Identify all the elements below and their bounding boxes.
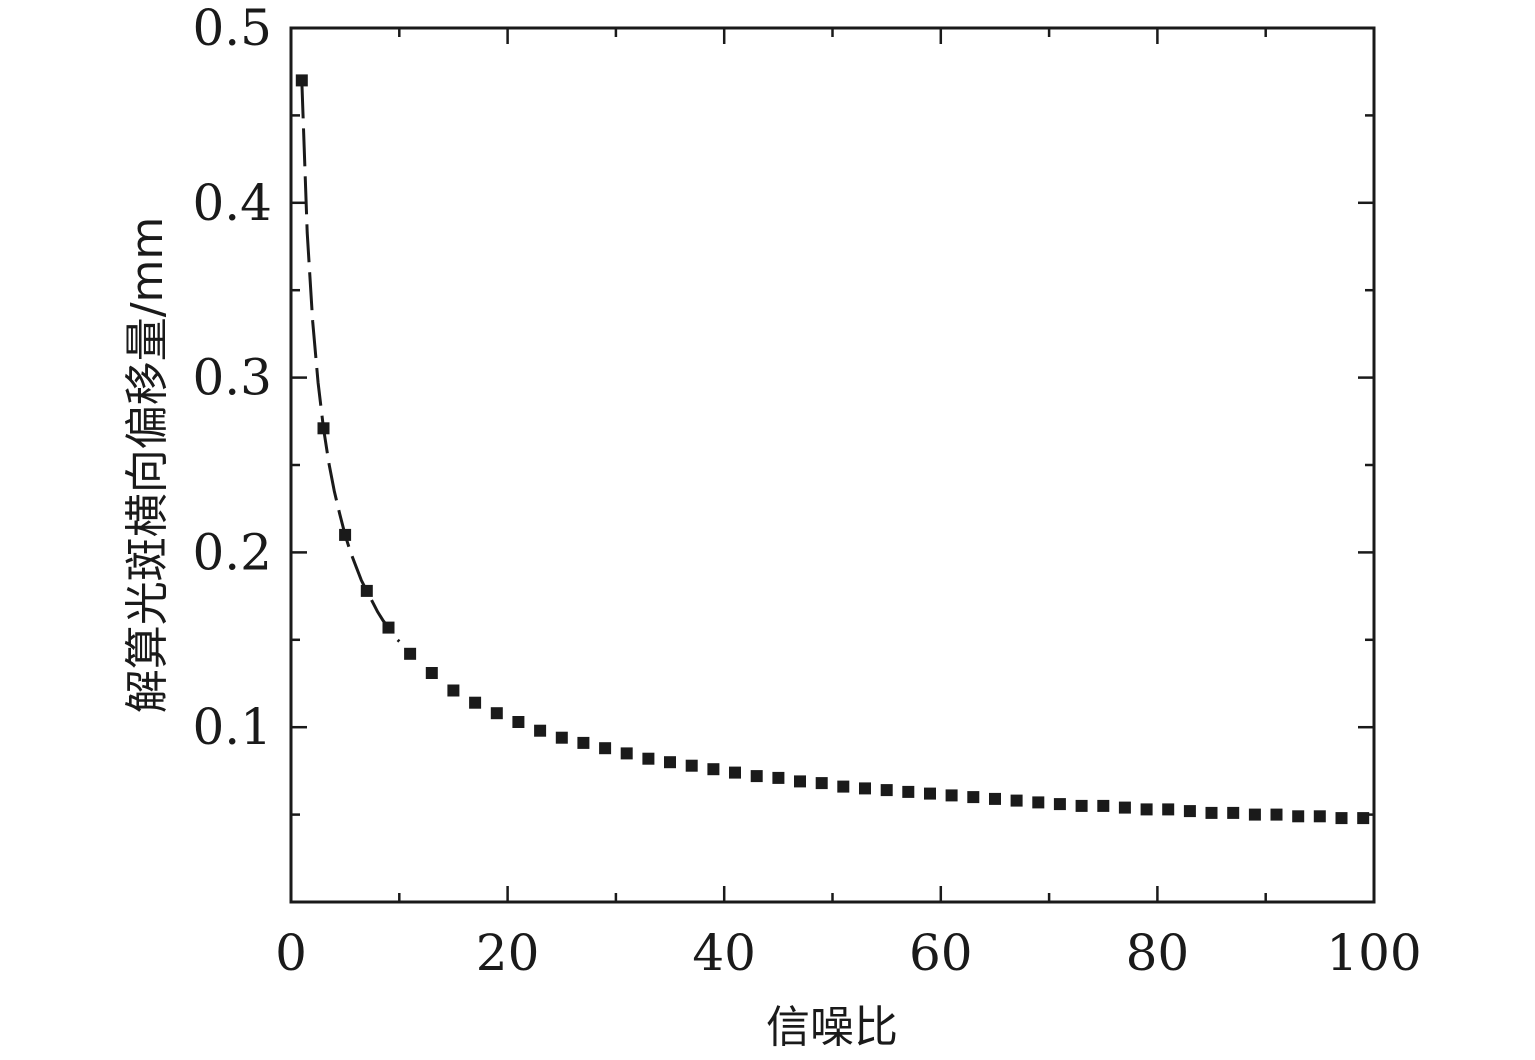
data-point — [469, 696, 482, 709]
data-point — [967, 791, 980, 804]
data-point — [750, 770, 763, 783]
x-tick-label: 80 — [1126, 924, 1190, 982]
data-point — [794, 775, 806, 788]
data-point — [599, 742, 612, 755]
data-point — [924, 787, 936, 800]
tick-labels: 0 20 40 60 80 100 0.1 0.2 0.3 0.4 0.5 — [192, 0, 1421, 982]
data-point — [902, 785, 915, 798]
data-point — [707, 763, 720, 776]
data-point — [1118, 801, 1131, 814]
data-point — [425, 667, 438, 679]
y-tick-label: 0.1 — [192, 698, 272, 756]
data-point — [837, 780, 850, 793]
data-point — [664, 756, 676, 769]
data-point — [490, 707, 503, 720]
x-tick-label: 100 — [1326, 924, 1421, 982]
data-point — [685, 759, 698, 772]
x-tick-label: 0 — [275, 924, 307, 982]
data-point — [1010, 794, 1023, 807]
data-point — [880, 784, 893, 797]
y-tick-label: 0.4 — [192, 174, 272, 232]
y-tick-label: 0.2 — [192, 523, 272, 581]
data-point — [815, 777, 828, 790]
data-point — [447, 684, 460, 697]
y-tick-label: 0.3 — [192, 349, 272, 407]
data-point — [404, 647, 417, 660]
data-point — [1075, 799, 1088, 812]
data-point — [1292, 810, 1305, 823]
data-point — [1032, 796, 1045, 809]
y-tick-label: 0.5 — [192, 0, 272, 57]
axis-ticks — [289, 26, 1376, 902]
data-point — [1270, 808, 1283, 821]
data-point — [1248, 808, 1261, 821]
data-point — [555, 731, 568, 744]
fit-curve-layer — [300, 80, 401, 643]
plot-frame — [289, 26, 1376, 904]
data-point — [1140, 803, 1153, 816]
data-point — [1162, 803, 1175, 816]
x-tick-label: 40 — [692, 924, 756, 982]
fit-curve — [300, 80, 401, 643]
data-point — [945, 789, 958, 802]
data-point — [360, 584, 373, 597]
data-point — [512, 716, 525, 728]
data-point — [1097, 799, 1110, 812]
data-point — [1183, 805, 1196, 818]
data-point — [989, 792, 1001, 805]
data-point — [1053, 798, 1066, 811]
data-point — [642, 752, 655, 765]
data-point — [1357, 812, 1370, 825]
data-point — [339, 528, 352, 541]
data-point — [577, 736, 590, 749]
data-point — [1205, 806, 1218, 819]
data-point — [859, 782, 871, 795]
y-axis-title: 解算光斑横向偏移量/mm — [122, 217, 173, 714]
data-point — [534, 724, 547, 737]
data-point — [1313, 810, 1326, 823]
data-point — [317, 422, 330, 435]
data-point — [620, 747, 633, 760]
data-point — [729, 766, 741, 779]
x-tick-label: 20 — [476, 924, 540, 982]
data-point — [1227, 806, 1240, 819]
x-tick-label: 60 — [909, 924, 973, 982]
data-point — [295, 74, 308, 87]
data-points-layer — [295, 74, 1370, 825]
data-point — [1335, 812, 1348, 825]
x-axis-title: 信噪比 — [766, 1002, 898, 1053]
data-point — [772, 771, 785, 784]
data-point — [382, 621, 395, 634]
